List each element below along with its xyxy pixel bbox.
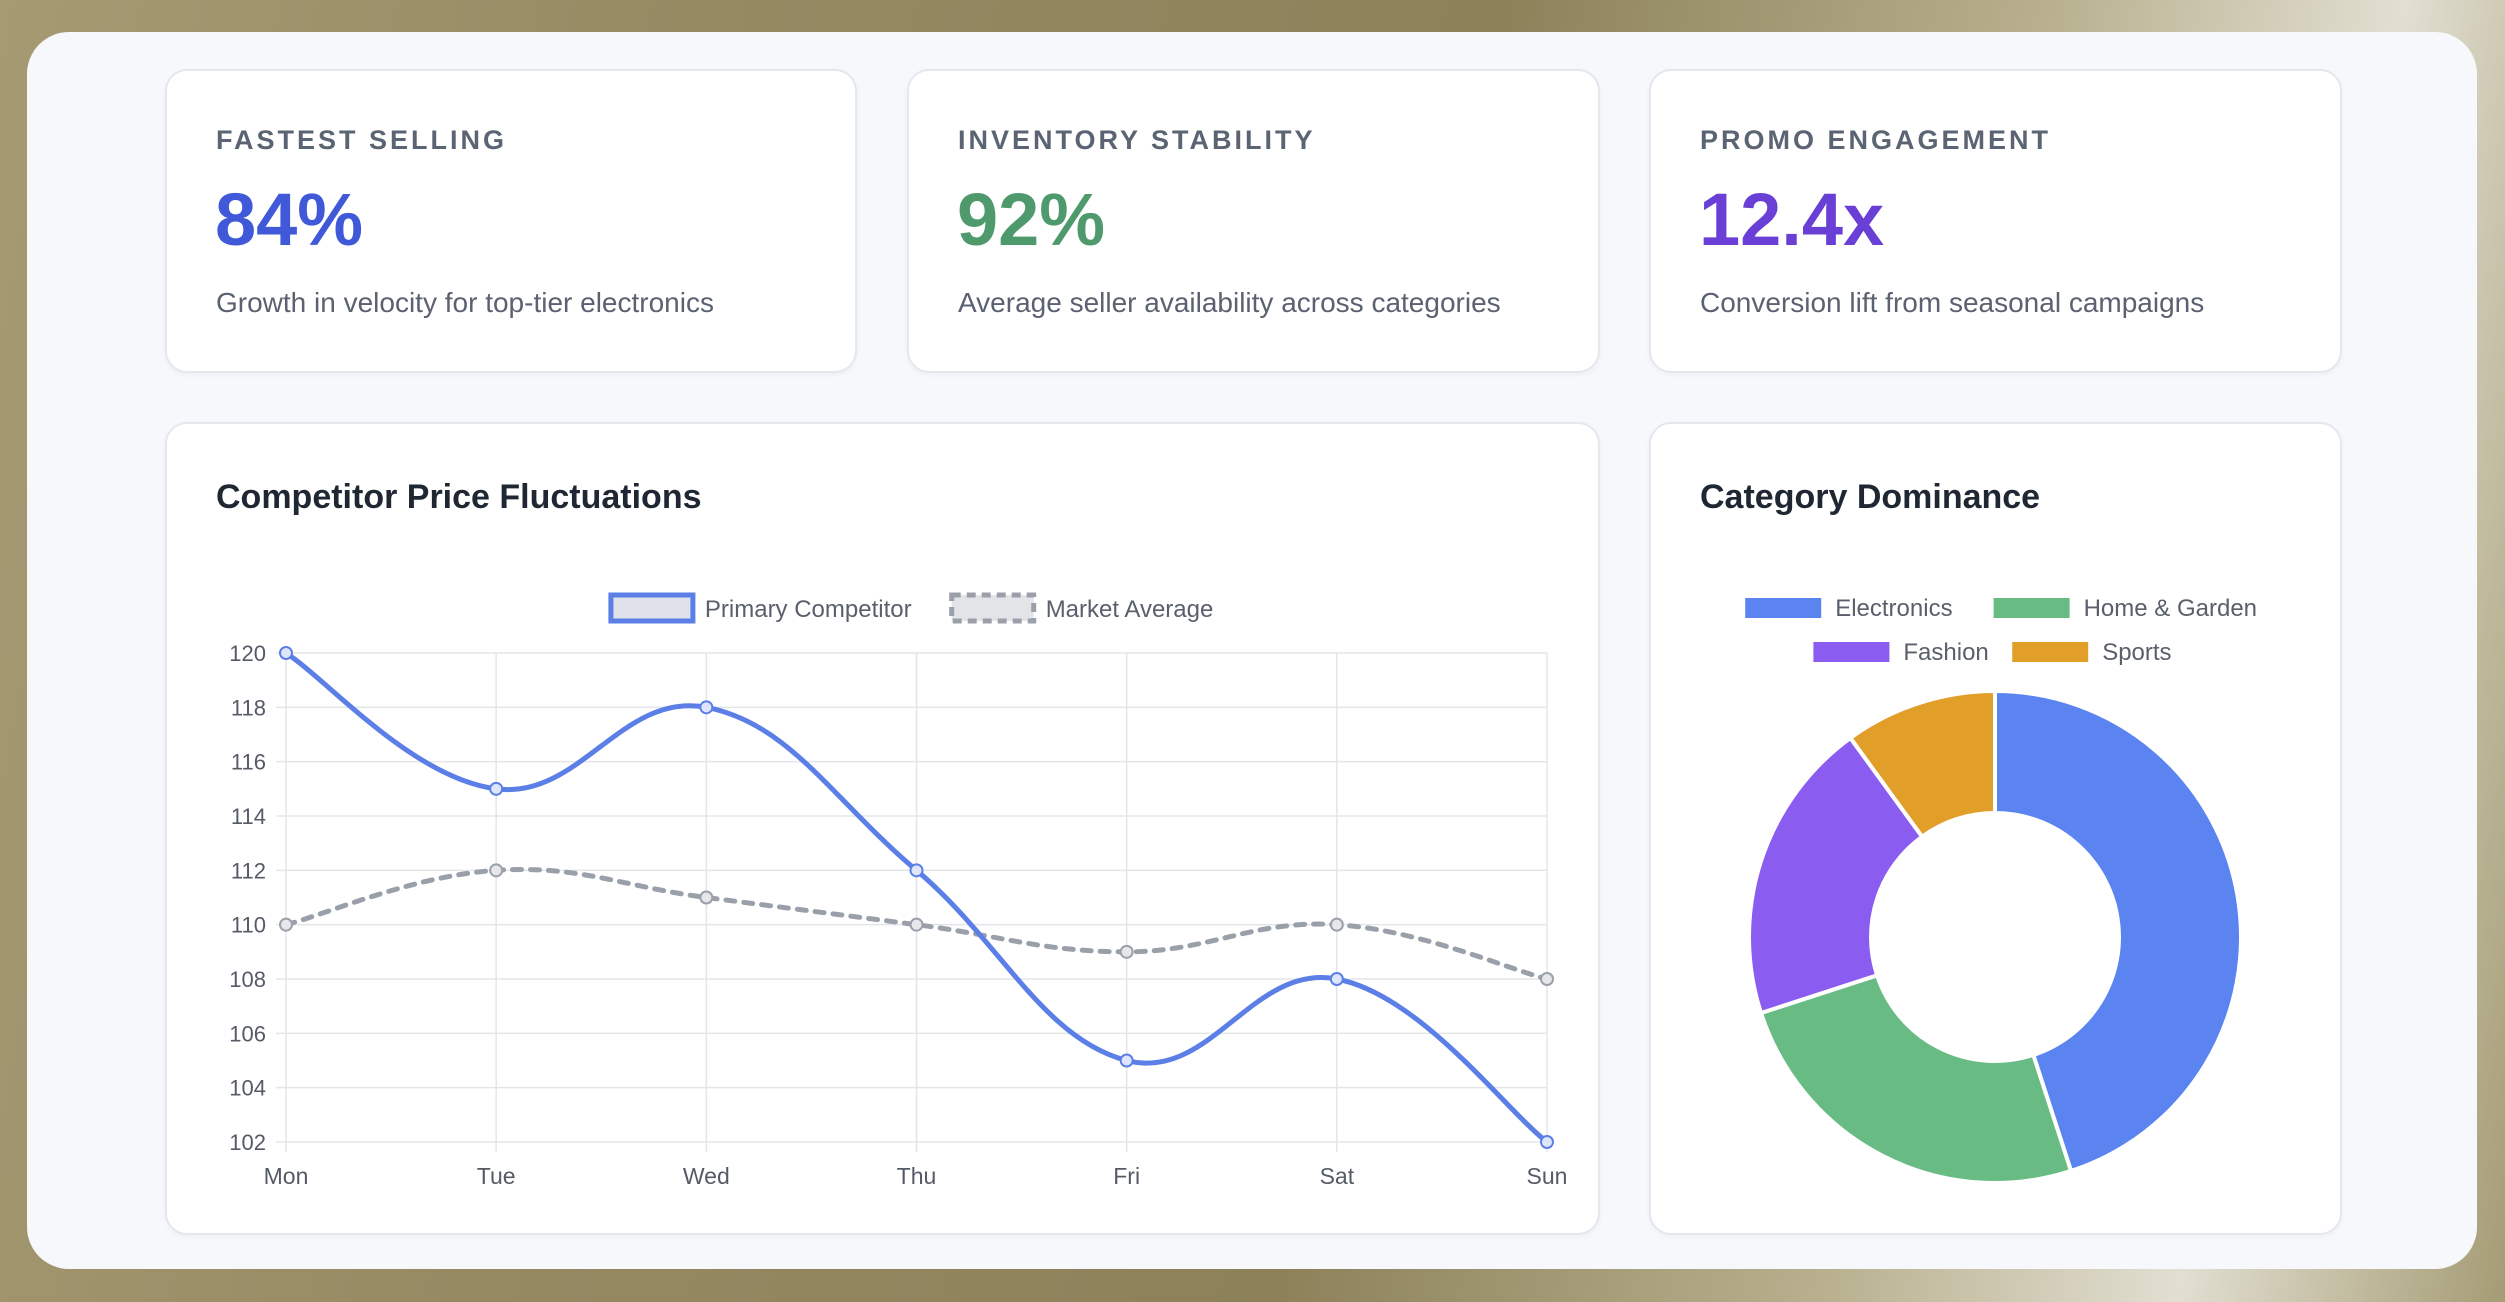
legend-swatch	[608, 592, 696, 624]
legend-label: Sports	[2102, 639, 2171, 666]
kpi-label: PROMO ENGAGEMENT	[1700, 125, 2052, 155]
legend-item-fashion[interactable]: Fashion	[1813, 639, 1989, 666]
donut-slice-home-garden[interactable]	[1758, 972, 2074, 1185]
x-tick-label: Thu	[897, 1163, 937, 1189]
kpi-value: 92%	[957, 178, 1106, 261]
kpi-value: 12.4x	[1699, 178, 1885, 261]
data-point[interactable]	[909, 863, 924, 878]
data-point[interactable]	[909, 917, 924, 932]
y-tick-label: 112	[231, 858, 266, 883]
legend-label: Market Average	[1046, 596, 1214, 623]
donut-chart-legend[interactable]: Electronics Home & Garden Fashion Sports	[1745, 595, 2257, 666]
legend-swatch	[949, 592, 1037, 624]
kpi-description: Conversion lift from seasonal campaigns	[1700, 287, 2205, 318]
data-point[interactable]	[1329, 972, 1344, 986]
price-line-chart: 120 118 116 114 112 110 108 106 104 102 Mon Tue Wed T…	[229, 592, 1568, 1189]
kpi-description: Growth in velocity for top-tier electron…	[216, 287, 714, 318]
chart-title: Category Dominance	[1700, 478, 2041, 516]
x-tick-label: Mon	[264, 1163, 309, 1189]
donut-slice-sports[interactable]	[1847, 688, 1997, 840]
x-tick-label: Sun	[1527, 1163, 1568, 1189]
x-tick-label: Tue	[477, 1163, 516, 1189]
data-point[interactable]	[1329, 917, 1344, 932]
data-point[interactable]	[1540, 972, 1554, 986]
data-point[interactable]	[279, 917, 293, 932]
legend-label: Fashion	[1903, 639, 1988, 666]
legend-swatch	[1745, 598, 1822, 618]
y-tick-label: 110	[231, 913, 266, 938]
kpi-card-inventory-stability: INVENTORY STABILITY 92% Average seller a…	[907, 69, 1600, 373]
category-donut-chart: Electronics Home & Garden Fashion Sports	[1745, 595, 2257, 1185]
data-point[interactable]	[1119, 944, 1134, 959]
data-point[interactable]	[489, 863, 504, 878]
kpi-card-fastest-selling: FASTEST SELLING 84% Growth in velocity f…	[165, 69, 857, 373]
y-tick-label: 116	[231, 750, 266, 775]
y-tick-label: 106	[229, 1021, 266, 1046]
legend-label: Primary Competitor	[705, 596, 912, 623]
data-point[interactable]	[699, 890, 714, 905]
donut-slice-fashion[interactable]	[1747, 735, 1925, 1016]
x-tick-label: Wed	[683, 1163, 730, 1189]
dashboard-panel: FASTEST SELLING 84% Growth in velocity f…	[27, 32, 2477, 1269]
kpi-label: INVENTORY STABILITY	[958, 125, 1316, 155]
legend-swatch	[1813, 642, 1890, 662]
kpi-label: FASTEST SELLING	[216, 125, 508, 155]
legend-label: Electronics	[1835, 595, 1952, 622]
legend-item-electronics[interactable]: Electronics	[1745, 595, 1953, 622]
data-point[interactable]	[279, 646, 293, 660]
legend-item-market-average[interactable]: Market Average	[949, 592, 1214, 624]
legend-label: Home & Garden	[2084, 595, 2257, 622]
line-chart-card: Competitor Price Fluctuations 120 118 116 1…	[165, 422, 1600, 1235]
y-tick-label: 114	[231, 804, 266, 829]
donut-slice-electronics[interactable]	[1993, 688, 2243, 1174]
y-tick-label: 104	[229, 1076, 266, 1101]
legend-item-sports[interactable]: Sports	[2012, 639, 2172, 666]
x-tick-label: Fri	[1113, 1163, 1140, 1189]
donut-chart-card: Category Dominance Electronics Home & Gar…	[1649, 422, 2342, 1235]
legend-item-home-garden[interactable]: Home & Garden	[1993, 595, 2257, 622]
y-tick-label: 108	[229, 967, 266, 992]
kpi-card-promo-engagement: PROMO ENGAGEMENT 12.4x Conversion lift f…	[1649, 69, 2342, 373]
kpi-description: Average seller availability across categ…	[958, 287, 1501, 318]
legend-item-primary-competitor[interactable]: Primary Competitor	[608, 592, 912, 624]
legend-swatch	[1993, 598, 2070, 618]
line-chart-legend[interactable]: Primary Competitor Market Average	[608, 592, 1214, 624]
y-tick-label: 118	[231, 695, 266, 720]
y-tick-label: 120	[229, 641, 266, 666]
data-point[interactable]	[489, 781, 504, 796]
data-point[interactable]	[1119, 1053, 1134, 1068]
data-point[interactable]	[1540, 1135, 1554, 1149]
y-tick-label: 102	[229, 1130, 266, 1155]
kpi-value: 84%	[215, 178, 364, 261]
data-point[interactable]	[699, 700, 714, 715]
legend-swatch	[2012, 642, 2089, 662]
chart-title: Competitor Price Fluctuations	[216, 478, 702, 516]
x-tick-label: Sat	[1320, 1163, 1355, 1189]
